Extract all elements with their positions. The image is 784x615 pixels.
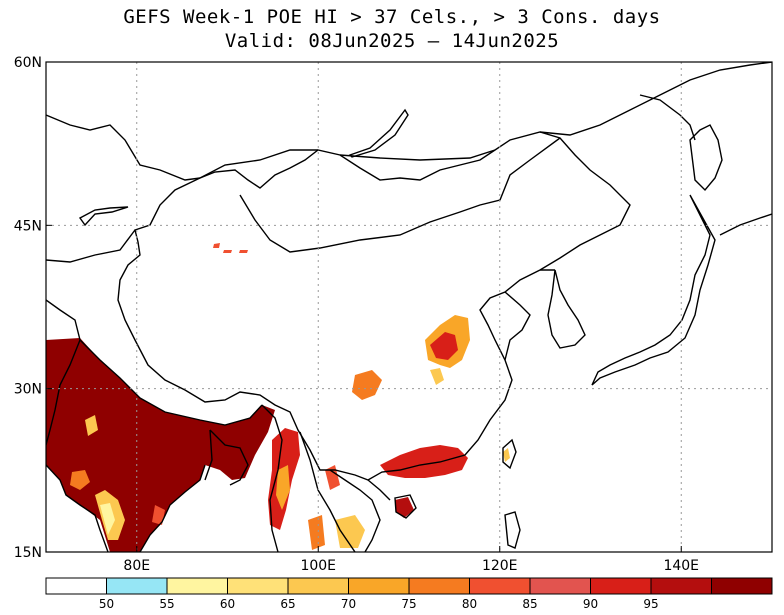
heat-region-central-china-core <box>430 332 458 360</box>
colorbar-swatch-1 <box>106 577 168 595</box>
colorbar-swatch-5 <box>348 577 410 595</box>
india-pakistan-border <box>46 299 81 446</box>
colorbar-label-5: 75 <box>401 597 416 611</box>
heat-spot-india-5 <box>85 415 98 436</box>
heat-spot-india-4 <box>152 505 165 525</box>
tick-label-lat-2: 30N <box>14 382 42 398</box>
heat-region-central-china-west <box>352 370 382 400</box>
japan-outline <box>591 194 716 386</box>
colorbar-swatch-10 <box>650 577 712 595</box>
north-china-coast <box>504 291 531 361</box>
mongolia-border <box>199 137 561 253</box>
colorbar-label-2: 60 <box>220 597 235 611</box>
map-boundaries <box>46 62 772 552</box>
heat-region-indochina-1 <box>308 515 325 550</box>
heat-region-hainan <box>395 497 414 518</box>
colorbar-label-1: 55 <box>159 597 174 611</box>
map-title-line1: GEFS Week-1 POE HI > 37 Cels., > 3 Cons.… <box>123 6 661 28</box>
heat-region-south-china <box>380 445 468 478</box>
heat-shading <box>46 243 510 552</box>
heat-spot-taiwan <box>503 448 510 462</box>
kamchatka-coast <box>719 213 772 236</box>
colorbar-swatch-2 <box>166 577 228 595</box>
colorbar-label-6: 80 <box>462 597 477 611</box>
colorbar-label-7: 85 <box>522 597 537 611</box>
colorbar-swatch-8 <box>529 577 591 595</box>
taiwan-outline <box>502 438 517 470</box>
philippines-outline <box>504 511 521 549</box>
heat-spot-myanmar <box>276 465 290 510</box>
lake-baikal <box>348 108 409 158</box>
heat-region-indochina-3 <box>325 465 340 490</box>
colorbar-swatch-6 <box>408 577 470 595</box>
tick-label-lon-2: 120E <box>482 558 518 574</box>
heat-spot-taklamakan-3 <box>239 250 248 253</box>
colorbar-label-0: 50 <box>99 597 114 611</box>
hokkaido-outline <box>689 124 723 192</box>
southeast-asia-borders <box>261 404 391 552</box>
heat-region-indochina-2 <box>335 515 365 548</box>
heat-spot-india-2 <box>100 503 115 535</box>
colorbar-swatch-9 <box>590 577 652 595</box>
heat-spot-taklamakan-1 <box>213 243 220 248</box>
bangladesh-border <box>204 429 249 486</box>
map-gridlines <box>46 62 772 552</box>
colorbar-swatch-0 <box>45 577 107 595</box>
tick-label-lon-1: 100E <box>300 558 336 574</box>
colorbar-swatch-7 <box>469 577 531 595</box>
colorbar-label-3: 65 <box>280 597 295 611</box>
tick-label-lat-0: 60N <box>14 55 42 71</box>
tick-label-lon-3: 140E <box>663 558 699 574</box>
colorbar-swatch-11 <box>711 577 773 595</box>
colorbar-label-9: 95 <box>643 597 658 611</box>
colorbar-label-4: 70 <box>341 597 356 611</box>
colorbar-swatch-4 <box>287 577 349 595</box>
kazakhstan-border <box>46 229 136 263</box>
sakhalin-outline <box>639 94 696 141</box>
map-title-line2: Valid: 08Jun2025 – 14Jun2025 <box>224 30 560 52</box>
heat-spot-taklamakan-2 <box>223 250 232 253</box>
colorbar-label-8: 90 <box>583 597 598 611</box>
heat-spot-india-3 <box>70 470 90 490</box>
tick-label-lon-0: 80E <box>123 558 150 574</box>
russia-border <box>46 62 772 181</box>
korea-outline <box>540 269 586 349</box>
tick-label-lat-3: 15N <box>14 545 42 561</box>
colorbar-swatch-3 <box>227 577 289 595</box>
hainan-outline <box>394 494 417 519</box>
india-coast <box>46 464 206 552</box>
map-frame <box>45 61 773 553</box>
colorbar: 50 55 60 65 70 75 80 85 90 95 <box>45 577 773 611</box>
heat-region-central-china-south <box>430 368 444 385</box>
india-nepal-border <box>79 339 263 426</box>
lake-balkhash <box>78 206 129 227</box>
axis-ticks: 80E 100E 120E 140E 60N 45N 30N 15N <box>14 55 699 574</box>
tick-label-lat-1: 45N <box>14 218 42 234</box>
